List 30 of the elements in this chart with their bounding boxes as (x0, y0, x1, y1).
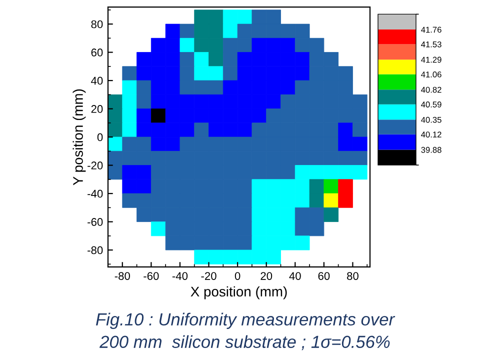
x-tick-label: 80 (347, 272, 358, 280)
y-tick-label: -80 (88, 246, 103, 254)
caption: Fig.10 : Uniformity measurements over 200 mm silicon substrate ; 1σ=0.56% (96, 312, 396, 350)
y-tick-label: 0 (97, 133, 103, 142)
color-bar-label: 41.53 (421, 41, 442, 48)
color-bar-label: 40.82 (421, 86, 442, 93)
x-tick-label: -80 (114, 272, 130, 280)
y-tick-label: 60 (91, 48, 103, 56)
color-bar-label: 41.29 (421, 56, 442, 63)
x-tick-label: 20 (260, 272, 272, 280)
color-bar-label: 41.06 (421, 71, 442, 78)
y-tick-label: -60 (88, 218, 103, 226)
y-tick-label: 80 (91, 20, 103, 28)
y-tick-label: -20 (88, 162, 103, 170)
y-tick-label: 20 (91, 105, 103, 113)
y-axis-title: Y position (mm) (72, 89, 86, 186)
x-tick-label: -60 (144, 272, 159, 280)
x-tick-label: -40 (172, 272, 188, 280)
x-tick-label: 40 (289, 272, 301, 280)
color-bar-label: 41.76 (421, 26, 442, 33)
x-tick-label: 60 (318, 272, 330, 280)
y-tick-label: -40 (88, 190, 103, 198)
y-tick-label: 40 (91, 76, 103, 85)
color-bar-label: 40.35 (421, 116, 442, 123)
x-axis-title: X position (mm) (190, 286, 287, 300)
color-bar-label: 40.12 (421, 132, 442, 138)
x-tick-label: 0 (234, 272, 240, 280)
x-tick-label: -20 (201, 272, 216, 280)
color-bar-label: 39.88 (421, 146, 442, 153)
color-bar-label: 40.59 (421, 102, 442, 108)
